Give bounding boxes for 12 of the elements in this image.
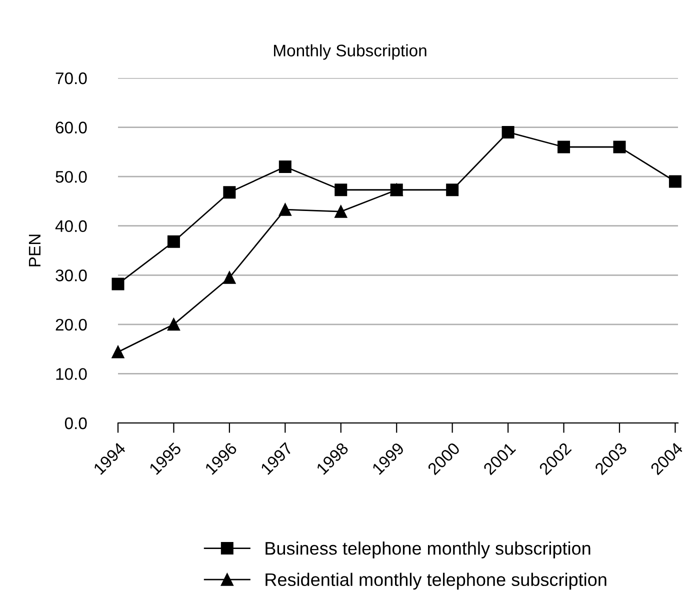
y-tick-label: 60.0 xyxy=(56,122,87,134)
y-tick-label: 30.0 xyxy=(56,270,87,282)
y-tick-label: 70.0 xyxy=(56,72,87,84)
legend-label: Business telephone monthly subscription xyxy=(266,542,590,558)
legend-label: Residential monthly telephone subscription xyxy=(266,572,606,590)
y-tick-label: 50.0 xyxy=(56,170,87,183)
chart-title: Monthly Subscription xyxy=(274,44,426,60)
y-axis-title: PEN xyxy=(28,234,40,266)
y-tick-label: 10.0 xyxy=(56,368,87,380)
y-tick-label: 20.0 xyxy=(56,318,87,331)
y-tick-label: 40.0 xyxy=(55,220,87,232)
y-tick-label: 0.0 xyxy=(64,417,87,430)
